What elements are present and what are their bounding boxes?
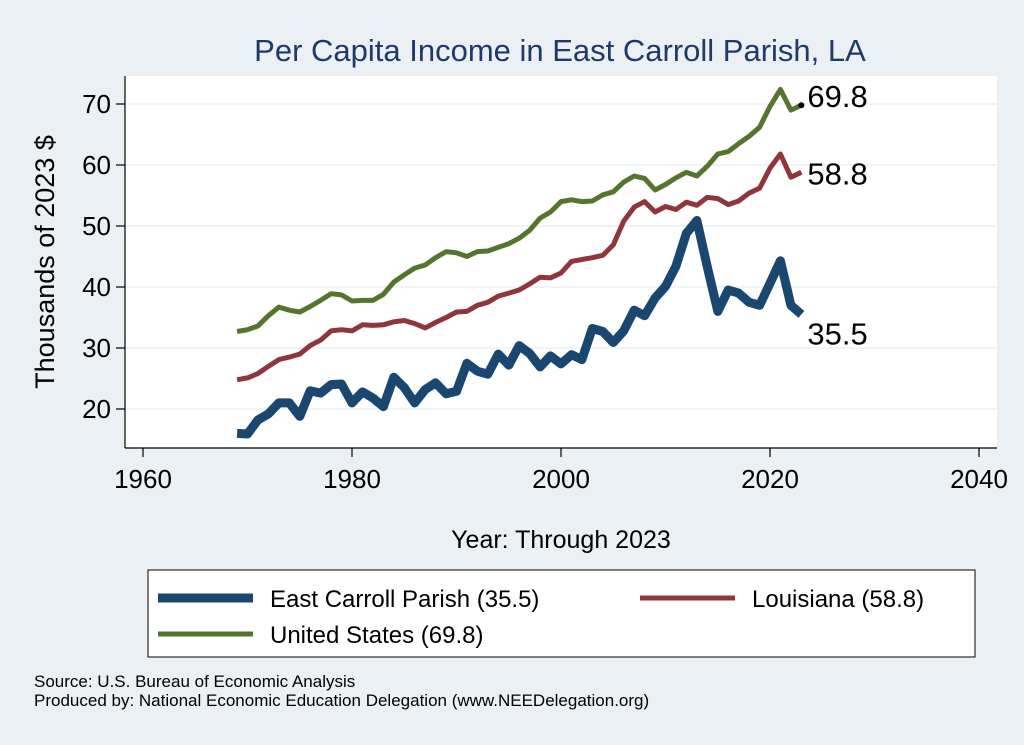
end-labels: 69.8 58.8 35.5 bbox=[798, 79, 868, 351]
y-tick-label-20: 20 bbox=[82, 394, 111, 424]
end-label-east-carroll-parish: 35.5 bbox=[807, 316, 867, 351]
y-tick-label-60: 60 bbox=[82, 150, 111, 180]
x-tick-label-2000: 2000 bbox=[532, 464, 590, 494]
series-line-east-carroll-parish bbox=[236, 216, 805, 439]
legend-label-2: United States (69.8) bbox=[270, 622, 483, 649]
legend-label-1: Louisiana (58.8) bbox=[752, 586, 924, 613]
x-axis-label: Year: Through 2023 bbox=[451, 526, 671, 554]
end-marker-united-states bbox=[798, 102, 805, 109]
series-line-louisiana bbox=[236, 151, 803, 383]
source-notes: Source: U.S. Bureau of Economic Analysis… bbox=[34, 672, 649, 710]
end-label-louisiana: 58.8 bbox=[807, 156, 867, 191]
legend-label-0: East Carroll Parish (35.5) bbox=[270, 586, 539, 613]
chart-title: Per Capita Income in East Carroll Parish… bbox=[254, 33, 866, 68]
legend-box bbox=[147, 569, 976, 658]
source-line: Source: U.S. Bureau of Economic Analysis bbox=[34, 672, 356, 691]
legend: East Carroll Parish (35.5) Louisiana (58.… bbox=[158, 586, 924, 649]
y-tick-label-50: 50 bbox=[82, 211, 111, 241]
end-label-united-states: 69.8 bbox=[807, 79, 867, 114]
y-tick-label-70: 70 bbox=[82, 89, 111, 119]
series-lines bbox=[236, 86, 805, 439]
x-tick-label-1980: 1980 bbox=[323, 464, 381, 494]
y-axis-label: Thousands of 2023 $ bbox=[30, 135, 60, 389]
plot-area bbox=[125, 76, 997, 448]
y-tick-label-30: 30 bbox=[82, 333, 111, 363]
x-tick-label-1960: 1960 bbox=[114, 464, 172, 494]
series-line-united-states bbox=[236, 86, 803, 334]
produced-by-line: Produced by: National Economic Education… bbox=[34, 691, 650, 710]
y-tick-label-40: 40 bbox=[82, 272, 111, 302]
axes: 20 30 40 50 60 70 1960 1980 2000 2020 2040 bbox=[82, 76, 1008, 494]
x-tick-label-2040: 2040 bbox=[950, 464, 1008, 494]
x-tick-label-2020: 2020 bbox=[741, 464, 799, 494]
